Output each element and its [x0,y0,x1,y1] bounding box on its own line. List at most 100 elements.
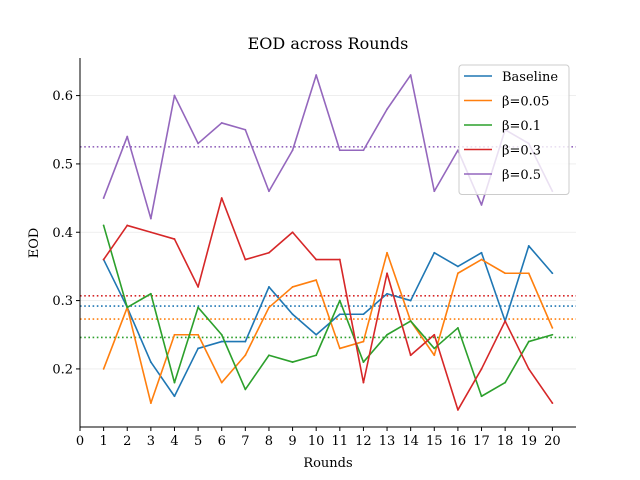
legend: Baseline β=0.05 β=0.1 β=0.3 β=0.5 [458,64,570,195]
x-tick-label: 13 [379,434,396,449]
data-point [149,231,152,234]
data-point [409,74,412,76]
series-2 [102,224,554,398]
data-point [102,368,105,370]
chart-title: EOD across Rounds [248,34,409,53]
x-tick-label: 18 [497,434,514,449]
series-line [102,245,553,398]
data-point [457,272,459,275]
data-point [409,299,412,302]
mean-lines [80,146,576,339]
data-point [338,258,341,261]
data-point [433,347,436,350]
data-point [291,286,294,288]
data-point [386,108,388,111]
x-tick-label: 12 [355,434,372,449]
data-point [291,361,294,363]
legend-box [458,64,570,195]
data-point [102,197,105,199]
data-point [149,361,152,363]
data-point [338,149,341,152]
data-point [244,340,247,343]
data-point [386,333,388,336]
series-line [102,225,553,398]
data-point [338,299,341,302]
data-point [504,320,507,322]
data-point [338,313,341,316]
data-point [291,149,294,152]
data-point [315,279,318,281]
y-tick-label: 0.2 [52,362,73,377]
data-point [433,251,436,254]
data-point [149,402,152,404]
data-point [173,94,176,97]
data-point [126,224,129,227]
data-point [362,340,365,343]
data-point [220,197,223,199]
y-tick-label: 0.5 [52,157,73,172]
y-tick-label: 0.3 [52,294,73,309]
x-tick-label: 19 [520,434,537,449]
data-point [480,368,483,370]
y-axis-title: EOD [27,228,42,259]
x-tick-label: 16 [450,434,467,449]
data-point [197,142,199,145]
x-tick-label: 11 [332,434,349,449]
data-point [197,306,199,309]
x-tick-label: 20 [544,434,561,449]
axes [79,58,576,428]
data-point [197,286,199,288]
data-point [102,258,105,261]
data-point [244,128,247,131]
data-point [551,327,554,329]
data-point [362,149,365,152]
data-point [291,231,294,234]
x-tick-label: 0 [76,434,84,449]
data-point [433,333,436,336]
data-point [173,395,176,398]
legend-label: β=0.3 [502,144,541,159]
data-point [480,258,483,261]
data-point [409,320,412,322]
data-point [220,333,223,336]
x-tick-label: 2 [123,434,131,449]
x-tick-label: 6 [218,434,226,449]
x-axis-title: Rounds [303,456,352,471]
data-point [244,388,247,391]
x-tick-label: 17 [473,434,490,449]
data-point [315,74,318,76]
data-point [527,340,530,343]
data-point [315,258,318,261]
x-tick-label: 15 [426,434,443,449]
data-point [527,245,530,247]
data-point [102,224,105,227]
data-point [197,333,199,336]
data-point [149,292,152,295]
data-point [244,354,247,357]
series-line [102,251,554,404]
data-point [268,190,270,193]
data-point [527,368,530,370]
x-tick-label: 10 [308,434,325,449]
y-ticks: 0.2 0.3 0.4 0.5 0.6 [52,89,80,377]
data-point [551,272,554,275]
data-point [268,286,270,288]
data-point [433,354,436,357]
y-tick-label: 0.4 [52,226,73,241]
data-point [268,306,270,309]
series-line [102,74,554,220]
data-point [362,313,365,316]
x-tick-label: 4 [170,434,178,449]
x-tick-label: 3 [147,434,155,449]
data-point [386,251,388,254]
data-point [173,238,176,240]
legend-label: β=0.5 [502,168,541,183]
y-tick-label: 0.6 [52,89,73,104]
series-line [102,197,554,411]
data-point [504,272,507,275]
data-point [173,381,176,384]
legend-label: Baseline [502,70,558,85]
x-tick-label: 8 [265,434,273,449]
data-point [220,381,223,384]
